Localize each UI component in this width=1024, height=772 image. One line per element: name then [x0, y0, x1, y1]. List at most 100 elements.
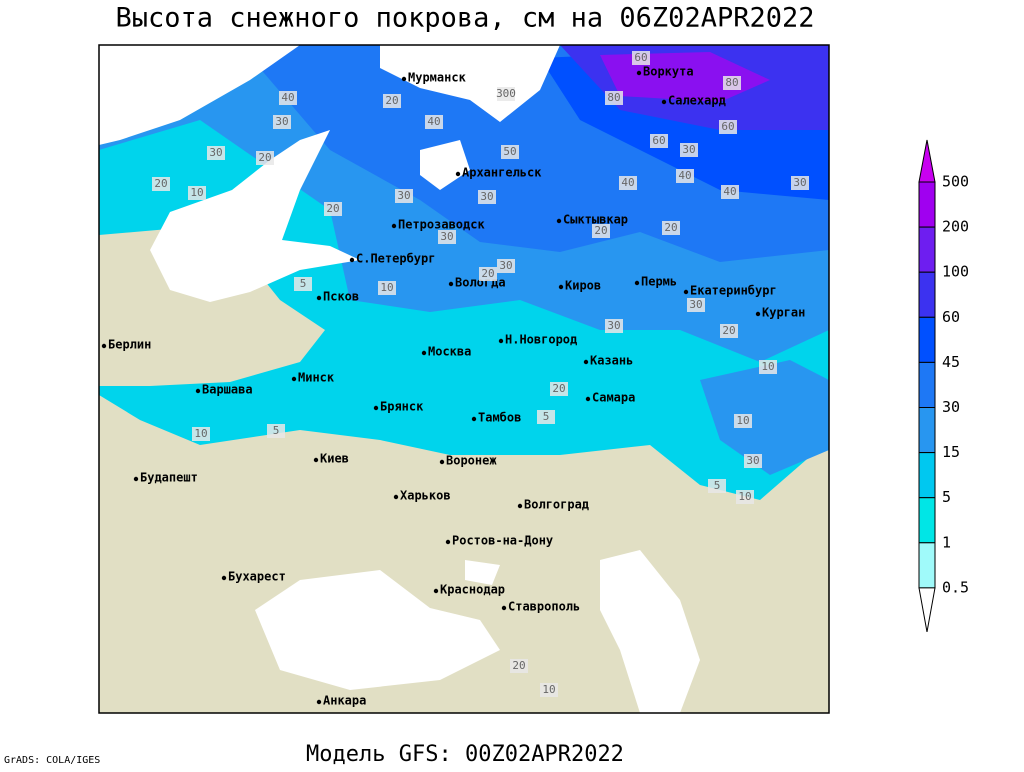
city-dot — [101, 343, 107, 349]
contour-label: 5 — [714, 479, 721, 492]
contour-label: 5 — [543, 410, 550, 423]
contour-label-box — [662, 221, 680, 235]
contour-label: 20 — [664, 221, 677, 234]
contour-label: 10 — [380, 281, 393, 294]
city-dot — [401, 76, 407, 82]
city-label: Харьков — [400, 489, 451, 503]
city-dot — [558, 284, 564, 290]
model-caption: Модель GFS: 00Z02APR2022 — [306, 742, 624, 767]
city-label: Пермь — [641, 275, 677, 289]
contour-label-box — [540, 683, 558, 697]
contour-label: 30 — [793, 176, 806, 189]
contour-label: 30 — [480, 190, 493, 203]
colorbar-label: 500 — [942, 173, 969, 191]
colorbar-label: 1 — [942, 533, 951, 551]
city-dot — [221, 575, 227, 581]
contour-label-box — [723, 76, 741, 90]
contour-label-box — [501, 145, 519, 159]
contour-label-box — [650, 134, 668, 148]
contour-label-box — [592, 224, 610, 238]
city-label: Москва — [428, 345, 471, 359]
city-dot — [421, 350, 427, 356]
contour-label: 20 — [512, 659, 525, 672]
city-dot — [498, 338, 504, 344]
contour-label-box — [395, 189, 413, 203]
colorbar-box — [918, 181, 936, 228]
sea — [380, 45, 560, 122]
colorbar-box — [918, 271, 936, 318]
contour-label-box — [687, 298, 705, 312]
city-dot — [683, 289, 689, 295]
colorbar-cap — [918, 587, 936, 632]
contour-label: 20 — [481, 267, 494, 280]
contour-label: 30 — [499, 259, 512, 272]
contour-label: 10 — [738, 490, 751, 503]
city-label: Ставрополь — [508, 600, 580, 614]
contour-label: 20 — [385, 94, 398, 107]
colorbar-box — [918, 452, 936, 499]
city-label: Будапешт — [140, 471, 198, 485]
city-label: Берлин — [108, 338, 151, 352]
contour-label-box — [188, 186, 206, 200]
contour-label: 10 — [194, 427, 207, 440]
snow-15-30 — [700, 360, 829, 475]
contour-label: 40 — [427, 115, 440, 128]
contour-label-box — [605, 91, 623, 105]
city-dot — [391, 223, 397, 229]
contour-label-box — [719, 120, 737, 134]
sea — [255, 570, 500, 690]
city-label: Самара — [592, 391, 635, 405]
contour-label-box — [324, 202, 342, 216]
contour-label: 60 — [652, 134, 665, 147]
city-label: С.Петербург — [356, 252, 435, 266]
contour-label: 20 — [594, 224, 607, 237]
contour-label: 60 — [721, 120, 734, 133]
contour-label-box — [619, 176, 637, 190]
contour-label-box — [267, 424, 285, 438]
city-label: Тамбов — [478, 411, 521, 425]
colorbar-box — [918, 226, 936, 273]
colorbar-label: 200 — [942, 218, 969, 236]
contour-label: 300 — [496, 87, 516, 100]
contour-label-box — [497, 87, 515, 101]
contour-label-box — [478, 190, 496, 204]
contour-label-box — [632, 51, 650, 65]
contour-label: 10 — [190, 186, 203, 199]
city-dot — [448, 281, 454, 287]
city-dot — [133, 476, 139, 482]
city-label: Краснодар — [440, 583, 505, 597]
city-label: Киров — [565, 279, 601, 293]
contour-label-box — [383, 94, 401, 108]
sea — [420, 140, 470, 190]
city-dot — [195, 388, 201, 394]
colorbar-label: 60 — [942, 308, 960, 326]
city-label: Псков — [323, 290, 359, 304]
contour-label-box — [510, 659, 528, 673]
contour-label-box — [294, 277, 312, 291]
city-label: Волгоград — [524, 498, 589, 512]
contour-label-box — [207, 146, 225, 160]
city-label: Минск — [298, 371, 335, 385]
contour-label: 80 — [725, 76, 738, 89]
city-label: Н.Новгород — [505, 333, 577, 347]
contour-label: 30 — [746, 454, 759, 467]
contour-label: 30 — [397, 189, 410, 202]
city-dot — [661, 99, 667, 105]
city-label: Бухарест — [228, 570, 286, 584]
title: Высота снежного покрова, см на 06Z02APR2… — [116, 3, 815, 34]
colorbar-label: 5 — [942, 488, 951, 506]
colorbar-box — [918, 407, 936, 454]
sea — [150, 130, 360, 302]
city-dot — [316, 295, 322, 301]
contour-label-box — [273, 115, 291, 129]
contour-label: 60 — [634, 51, 647, 64]
contour-label: 10 — [736, 414, 749, 427]
contour-label: 40 — [621, 176, 634, 189]
contour-label-box — [721, 185, 739, 199]
city-dot — [393, 494, 399, 500]
colorbar-label: 100 — [942, 263, 969, 281]
city-label: Анкара — [323, 694, 366, 708]
city-label: Ростов-на-Дону — [452, 534, 553, 548]
city-dot — [556, 218, 562, 224]
contour-label: 20 — [154, 177, 167, 190]
